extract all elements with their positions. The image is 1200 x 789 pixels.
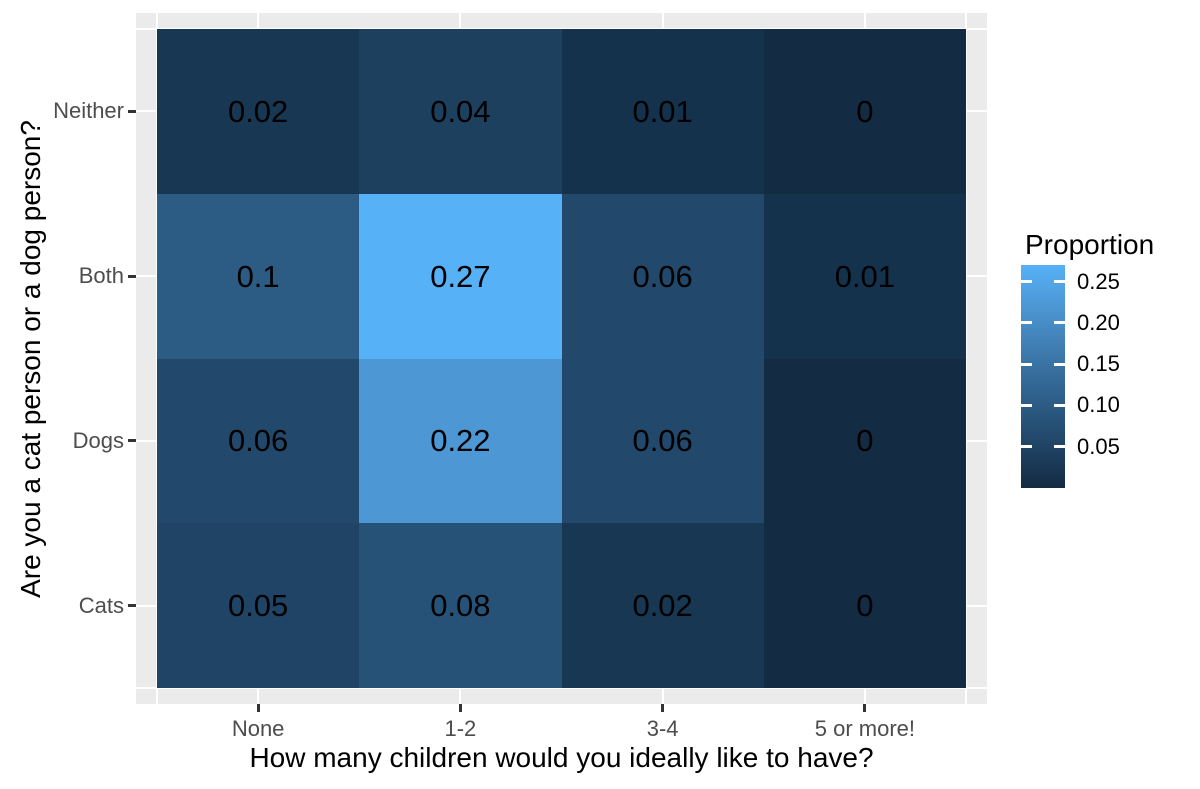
heatmap-cell: 0.27 [359, 193, 562, 359]
legend-gradient-bar [1021, 265, 1065, 488]
x-tick-mark [863, 704, 867, 712]
x-tick-mark [256, 704, 260, 712]
legend-tick-mark [1054, 362, 1065, 366]
legend-tick-label: 0.10 [1077, 392, 1120, 418]
heatmap-cell: 0.08 [359, 523, 562, 688]
cell-value-label: 0.04 [430, 93, 491, 129]
legend-tick-label: 0.15 [1077, 351, 1120, 377]
cell-value-label: 0.02 [227, 93, 289, 129]
cell-value-label: 0.02 [632, 588, 693, 624]
legend-tick-mark [1054, 445, 1065, 449]
heatmap-cell: 0 [763, 29, 966, 194]
cell-value-label: 0.22 [430, 423, 491, 459]
heatmap-cell: 0 [763, 358, 966, 524]
cell-value-label: 0 [856, 423, 874, 459]
heatmap-cell: 0.1 [157, 193, 360, 359]
heatmap-tile-grid: 0.02 0.04 0.01 0 0.1 0.27 0.06 0.01 0.06 0.22 0.06… [157, 29, 966, 688]
heatmap-cell: 0.05 [157, 523, 360, 688]
grid-line-minor-x [965, 13, 967, 704]
cell-value-label: 0.06 [632, 423, 693, 459]
y-tick-mark [128, 109, 136, 113]
x-axis-title: How many children would you ideally like… [249, 742, 874, 773]
legend-tick-mark [1021, 403, 1032, 407]
y-tick-label: Both [78, 263, 124, 289]
cell-value-label: 0.27 [430, 258, 491, 294]
heatmap-cell: 0.04 [359, 29, 562, 194]
heatmap-cell: 0.06 [561, 193, 764, 359]
grid-line-minor-y [136, 687, 987, 689]
cell-value-label: 0.05 [227, 588, 289, 624]
y-tick-label: Neither [53, 98, 124, 124]
y-axis-title: Are you a cat person or a dog person? [15, 119, 46, 598]
cell-value-label: 0.08 [430, 588, 491, 624]
cell-value-label: 0.06 [632, 258, 693, 294]
legend-tick-mark [1021, 445, 1032, 449]
y-tick-label: Dogs [72, 427, 124, 453]
legend-tick-label: 0.20 [1077, 309, 1120, 335]
heatmap-cell: 0.02 [157, 29, 360, 194]
heatmap-cell: 0 [763, 523, 966, 688]
heatmap-cell: 0.06 [561, 358, 764, 524]
legend-tick-mark [1021, 321, 1032, 325]
heatmap-cell: 0.01 [763, 193, 966, 359]
legend-tick-mark [1021, 280, 1032, 284]
y-tick-mark [128, 439, 136, 443]
cell-value-label: 0 [856, 588, 874, 624]
x-tick-label: 5 or more! [814, 716, 915, 741]
x-tick-label: 1-2 [444, 716, 477, 741]
cell-value-label: 0.1 [236, 258, 280, 294]
legend-title: Proportion [1025, 229, 1155, 260]
legend-tick-label: 0.25 [1077, 268, 1120, 294]
legend-tick-label: 0.05 [1077, 433, 1120, 459]
legend-tick-mark [1021, 362, 1032, 366]
x-tick-mark [661, 704, 665, 712]
cell-value-label: 0.01 [834, 258, 896, 294]
legend-tick-mark [1054, 403, 1065, 407]
heatmap-cell: 0.02 [561, 523, 764, 688]
heatmap-cell: 0.01 [561, 29, 764, 194]
heatmap-cell: 0.06 [157, 358, 360, 524]
cell-value-label: 0.01 [632, 93, 693, 129]
heatmap-cell: 0.22 [359, 358, 562, 524]
cell-value-label: 0 [856, 93, 874, 129]
x-tick-mark [458, 704, 462, 712]
legend-tick-mark [1054, 321, 1065, 325]
x-tick-label: None [231, 716, 285, 741]
legend-tick-mark [1054, 280, 1065, 284]
y-tick-mark [128, 604, 136, 608]
x-tick-label: 3-4 [646, 716, 679, 741]
y-tick-label: Cats [78, 592, 124, 618]
y-tick-mark [128, 274, 136, 278]
cell-value-label: 0.06 [227, 423, 289, 459]
